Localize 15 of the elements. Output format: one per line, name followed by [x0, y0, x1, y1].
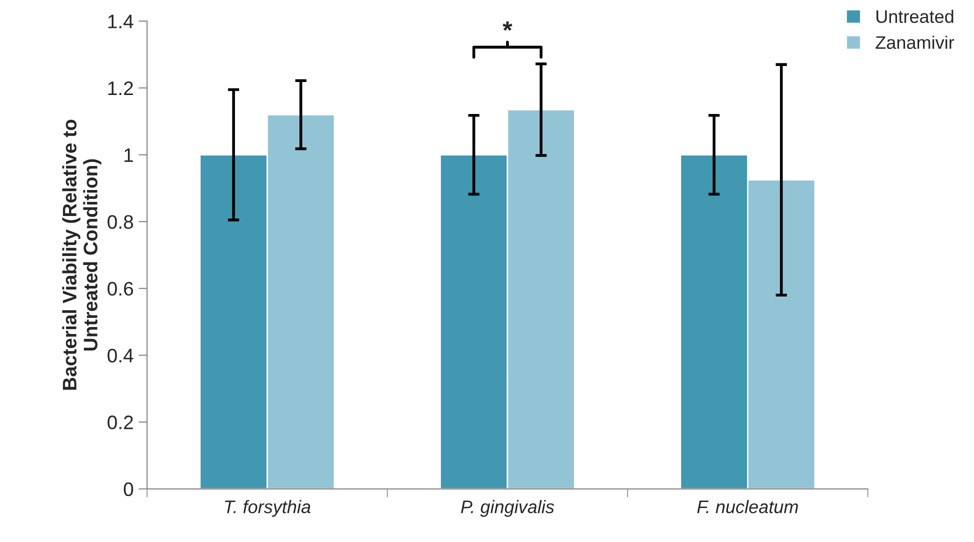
annotation: * [502, 21, 512, 31]
y-tick-label: 0.8 [108, 215, 134, 229]
y-tick-label: 1.4 [108, 14, 134, 28]
legend-label: Untreated [876, 10, 954, 24]
y-axis-title: Bacterial Viability (Relative to Untreated Condition) [62, 120, 102, 390]
legend-label: Zanamivir [876, 36, 954, 49]
x-tick-label: P. gingivalis [461, 500, 554, 517]
y-tick-label: 0.4 [108, 348, 134, 362]
y-tick-label: 1.2 [108, 81, 133, 96]
y-tick-label: 1 [124, 148, 133, 162]
y-tick-label: 0.2 [108, 416, 133, 430]
y-tick-label: 0 [124, 482, 134, 496]
x-tick-label: T. forsythia [225, 500, 310, 517]
x-tick-label: F. nucleatum [697, 500, 798, 514]
y-tick-label: 0.6 [108, 282, 134, 296]
